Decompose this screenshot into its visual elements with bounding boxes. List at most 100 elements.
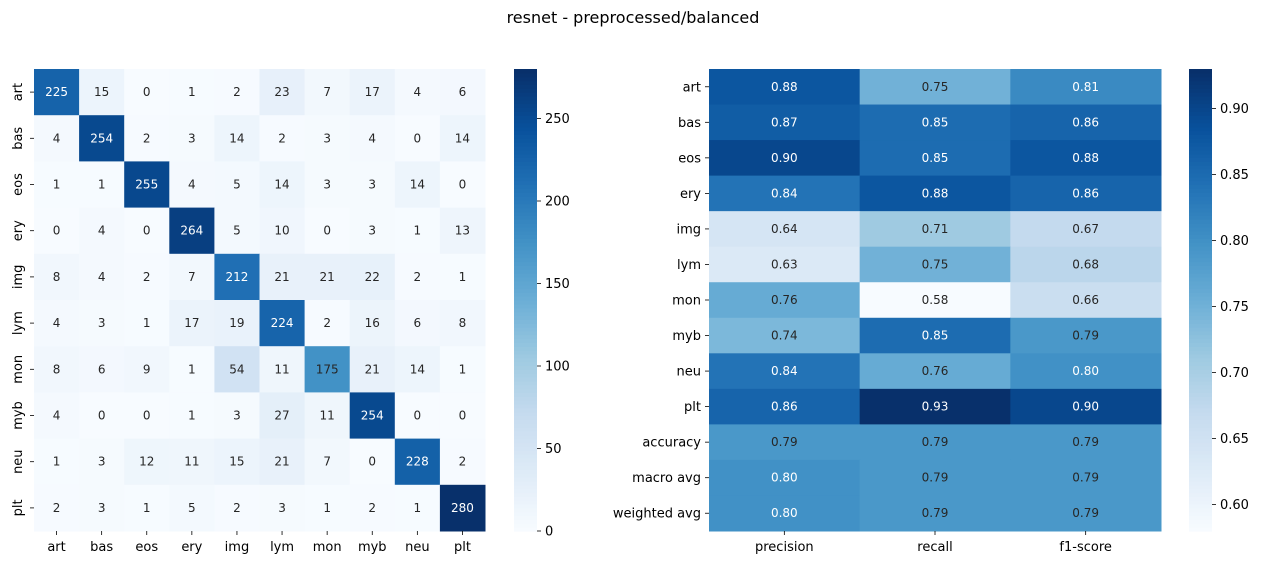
cell-annotation: 2 [368,501,376,515]
colorbar-segment [514,396,537,401]
x-tick-label: mon [313,540,342,555]
colorbar-segment [514,473,537,478]
cell-annotation: 4 [53,131,61,145]
colorbar-segment [514,180,537,186]
cell-annotation: 2 [53,501,61,515]
heatmap-cell [349,484,396,532]
heatmap-cell [709,353,861,390]
heatmap-cell [214,115,260,162]
heatmap-cell [859,104,1011,141]
colorbar-segment [1189,165,1212,170]
colorbar-segment [1189,307,1212,313]
colorbar-segment [514,369,537,374]
cell-annotation: 0 [323,224,331,238]
colorbar-segment [1189,377,1212,382]
colorbar-segment [1189,488,1212,494]
cell-annotation: 0.80 [771,471,798,485]
cell-annotation: 8 [53,362,61,376]
colorbar-segment [514,99,537,105]
colorbar-segment [1189,400,1212,405]
cell-annotation: 13 [455,224,470,238]
colorbar-segment [1189,242,1212,247]
heatmap-cell [34,161,80,209]
heatmap-cell [439,346,486,393]
heatmap-cell [259,115,306,162]
heatmap-cell [1010,353,1162,390]
colorbar-segment [514,407,537,413]
colorbar-segment [514,146,537,151]
colorbar-segment [514,323,537,328]
colorbar-segment [514,284,537,290]
colorbar-segment [1189,323,1212,328]
cell-annotation: 1 [414,224,422,238]
y-tick-label: macro avg [632,471,701,486]
cell-annotation: 0.81 [1072,80,1099,94]
colorbar-segment [1189,492,1212,497]
colorbar-segment [1189,392,1212,397]
colorbar-segment [1189,350,1212,355]
heatmap-cell [1010,211,1162,248]
colorbar-segment [1189,303,1212,309]
cell-annotation: 1 [98,178,106,192]
colorbar-segment [1189,169,1212,174]
cell-annotation: 0.88 [922,186,949,200]
heatmap-cell [169,207,215,255]
colorbar-segment [1189,300,1212,305]
heatmap-cell [709,388,861,425]
colorbar-segment [1189,365,1212,370]
colorbar-segment [1189,357,1212,363]
colorbar-tick-label: 0.75 [1220,300,1249,315]
colorbar-segment [1189,369,1212,374]
x-tick-label: neu [405,540,429,555]
colorbar-segment [514,142,537,147]
heatmap-cell [79,300,125,347]
heatmap-cell [1010,175,1162,212]
cell-annotation: 0.79 [1072,435,1099,449]
colorbar-segment [1189,153,1212,159]
colorbar-segment [1189,69,1212,74]
colorbar-segment [1189,527,1212,532]
colorbar-segment [1189,419,1212,424]
colorbar-tick-label: 0.60 [1220,498,1249,513]
colorbar-segment [514,84,537,89]
classification-report-colorbar: 0.60 0.65 0.70 0.75 0.80 0.85 0.90 [1189,69,1249,532]
heatmap-cell [1010,104,1162,141]
x-tick-label: art [47,540,65,555]
colorbar-segment [1189,342,1212,347]
colorbar-segment [1189,473,1212,478]
colorbar-segment [514,434,537,440]
colorbar-segment [1189,88,1212,93]
heatmap-cell [169,69,215,116]
colorbar-segment [1189,149,1212,155]
heatmap-cell [439,392,486,440]
cell-annotation: 4 [368,131,376,145]
cell-annotation: 0.79 [1072,506,1099,520]
colorbar-segment [514,423,537,428]
colorbar-segment [1189,384,1212,390]
cell-annotation: 3 [98,316,106,330]
cell-annotation: 21 [274,455,289,469]
colorbar-segment [1189,519,1212,524]
heatmap-cell [214,207,260,255]
heatmap-cell [259,438,306,486]
y-tick-label: mon [11,355,26,384]
heatmap-cell [859,246,1011,283]
cell-annotation: 6 [414,316,422,330]
heatmap-cell [709,69,861,106]
colorbar-segment [1189,446,1212,451]
colorbar-segment [1189,484,1212,490]
colorbar-tick-label: 0 [545,525,553,540]
cell-annotation: 19 [229,316,244,330]
cell-annotation: 0 [143,85,151,99]
y-tick-label: plt [684,400,701,415]
colorbar-segment [514,103,537,109]
colorbar-tick-label: 0.85 [1220,168,1249,183]
y-tick-label: art [683,80,701,95]
x-tick-label: plt [454,540,471,555]
heatmap-cell [214,253,260,301]
colorbar-segment [1189,434,1212,440]
heatmap-cell [349,207,396,255]
y-tick-label: ery [680,187,701,202]
colorbar-segment [1189,430,1212,436]
colorbar-segment [514,492,537,497]
